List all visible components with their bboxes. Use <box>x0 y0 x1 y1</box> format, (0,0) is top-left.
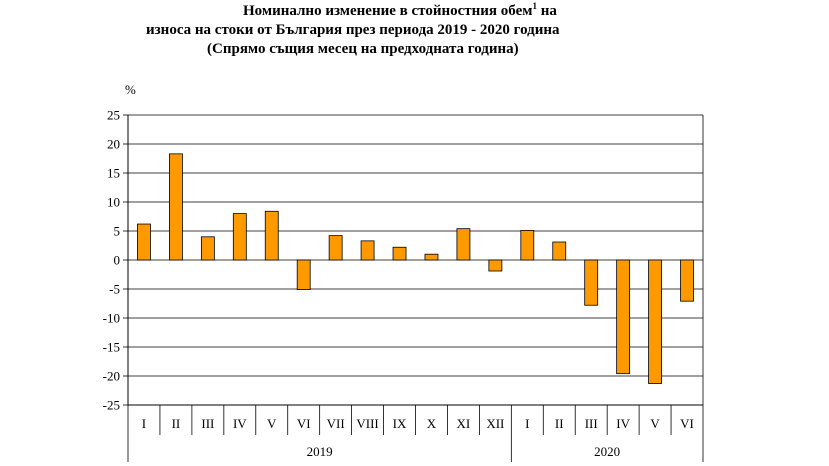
bar-14 <box>584 259 599 306</box>
y-axis-label: % <box>125 82 136 97</box>
x-tick-label: VI <box>680 416 694 431</box>
bar-8 <box>392 246 407 261</box>
bar-7 <box>360 240 375 261</box>
bar-10 <box>456 228 471 261</box>
y-tick-label: -5 <box>109 282 120 297</box>
bar-13 <box>552 241 567 261</box>
x-tick-label: I <box>142 416 146 431</box>
x-tick-label: V <box>650 416 660 431</box>
x-tick-label: I <box>525 416 529 431</box>
x-tick-label: IV <box>616 416 630 431</box>
x-tick-label: XII <box>486 416 504 431</box>
x-tick-label: VII <box>327 416 345 431</box>
x-tick-label: XI <box>457 416 471 431</box>
x-tick-label: II <box>172 416 181 431</box>
title-line-1: Номинално изменение в стойностния обем1 … <box>243 1 557 20</box>
bar-4 <box>264 210 279 261</box>
x-tick-label: III <box>585 416 598 431</box>
bar-12 <box>520 230 535 261</box>
bar-2 <box>200 236 215 261</box>
bars <box>137 153 694 384</box>
x-tick-label: X <box>427 416 437 431</box>
title-line-2: износа на стоки от България през периода… <box>146 22 560 38</box>
y-tick-label: 10 <box>107 195 120 210</box>
y-tick-label: 0 <box>114 253 121 268</box>
group-label-2020: 2020 <box>594 444 620 459</box>
bar-1 <box>169 153 183 261</box>
y-tick-label: -10 <box>103 311 120 326</box>
y-tick-label: -20 <box>103 369 120 384</box>
x-tick-label: II <box>555 416 564 431</box>
bar-9 <box>424 253 439 261</box>
y-tick-label: -25 <box>103 398 120 413</box>
axes <box>123 114 704 462</box>
y-tick-label: 25 <box>107 108 120 123</box>
bar-6 <box>328 235 343 261</box>
chart-subtitle: (Спрямо същия месец на предходната годин… <box>207 41 519 57</box>
y-tick-label: 20 <box>107 137 120 152</box>
bar-15 <box>616 259 631 375</box>
y-tick-label: -15 <box>103 340 120 355</box>
bar-17 <box>680 259 694 302</box>
x-tick-label: VI <box>297 416 311 431</box>
x-tick-label: III <box>201 416 214 431</box>
bar-3 <box>232 213 247 261</box>
bar-0 <box>137 223 151 261</box>
y-tick-label: 5 <box>114 224 121 239</box>
bar-5 <box>296 259 311 290</box>
x-tick-label: IX <box>393 416 407 431</box>
x-tick-label: V <box>267 416 277 431</box>
x-tick-label: VIII <box>356 416 378 431</box>
bar-16 <box>648 259 662 384</box>
group-label-2019: 2019 <box>307 444 333 459</box>
bar-11 <box>488 259 503 272</box>
y-tick-label: 15 <box>107 166 120 181</box>
x-tick-label: IV <box>233 416 247 431</box>
